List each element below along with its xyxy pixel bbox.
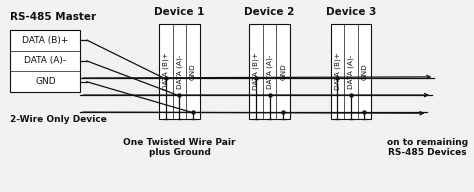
Text: One Twisted Wire Pair
plus Ground: One Twisted Wire Pair plus Ground (123, 138, 236, 157)
Text: 2-Wire Only Device: 2-Wire Only Device (10, 115, 107, 124)
Text: Device 3: Device 3 (326, 7, 376, 17)
Bar (159, 24, 200, 119)
Text: DATA (A)-: DATA (A)- (266, 54, 273, 89)
Text: Device 1: Device 1 (155, 7, 205, 17)
Text: GND: GND (280, 63, 286, 80)
Text: DATA (A)-: DATA (A)- (176, 54, 183, 89)
Text: DATA (B)+: DATA (B)+ (22, 36, 69, 45)
Bar (10, 30, 80, 92)
Text: DATA (A)-: DATA (A)- (24, 56, 66, 65)
Text: on to remaining
RS-485 Devices: on to remaining RS-485 Devices (387, 138, 468, 157)
Text: Device 2: Device 2 (245, 7, 295, 17)
Text: DATA (B)+: DATA (B)+ (253, 52, 259, 90)
Text: DATA (B)+: DATA (B)+ (163, 52, 169, 90)
Text: DATA (B)+: DATA (B)+ (334, 52, 340, 90)
Text: DATA (A)-: DATA (A)- (347, 54, 354, 89)
Text: GND: GND (361, 63, 367, 80)
Bar (330, 24, 371, 119)
Text: RS-485 Master: RS-485 Master (10, 12, 97, 22)
Bar (249, 24, 290, 119)
Text: GND: GND (190, 63, 196, 80)
Text: GND: GND (35, 77, 55, 86)
